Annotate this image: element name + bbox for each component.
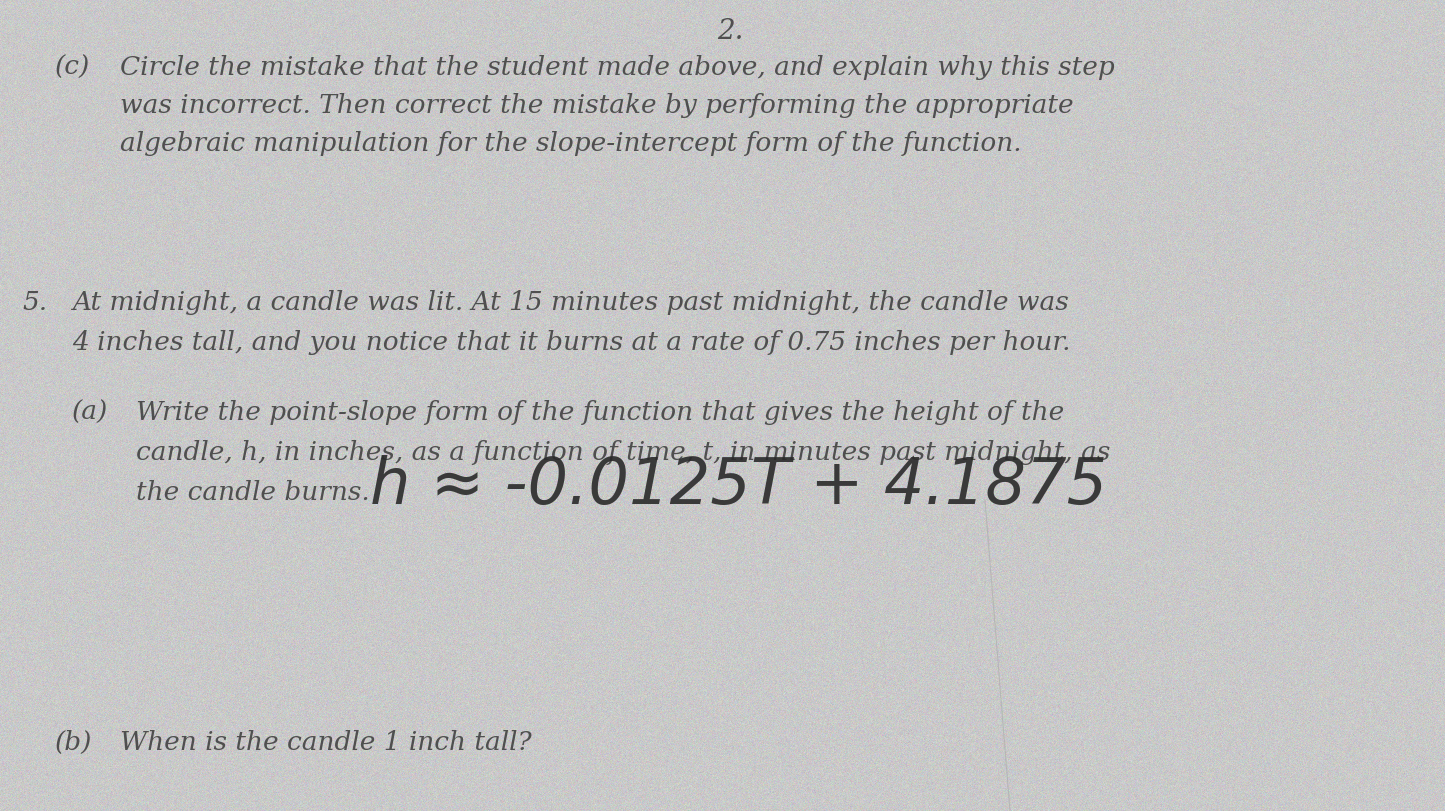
Text: 5.: 5. <box>22 290 48 315</box>
Text: At midnight, a candle was lit. At 15 minutes past midnight, the candle was: At midnight, a candle was lit. At 15 min… <box>72 290 1069 315</box>
Text: was incorrect. Then correct the mistake by performing the appropriate: was incorrect. Then correct the mistake … <box>120 93 1074 118</box>
Text: When is the candle 1 inch tall?: When is the candle 1 inch tall? <box>120 730 532 755</box>
Text: (a): (a) <box>72 400 108 425</box>
Text: Write the point-slope form of the function that gives the height of the: Write the point-slope form of the functi… <box>136 400 1065 425</box>
Text: 4 inches tall, and you notice that it burns at a rate of 0.75 inches per hour.: 4 inches tall, and you notice that it bu… <box>72 330 1071 355</box>
Text: (b): (b) <box>55 730 92 755</box>
Text: algebraic manipulation for the slope-intercept form of the function.: algebraic manipulation for the slope-int… <box>120 131 1022 156</box>
Text: candle, h, in inches, as a function of time, t, in minutes past midnight, as: candle, h, in inches, as a function of t… <box>136 440 1110 465</box>
Text: Circle the mistake that the student made above, and explain why this step: Circle the mistake that the student made… <box>120 55 1114 80</box>
Text: 2.: 2. <box>717 18 743 45</box>
Text: (c): (c) <box>55 55 90 80</box>
Text: h ≈ -0.0125T + 4.1875: h ≈ -0.0125T + 4.1875 <box>370 455 1107 517</box>
Text: the candle burns.: the candle burns. <box>136 480 370 505</box>
